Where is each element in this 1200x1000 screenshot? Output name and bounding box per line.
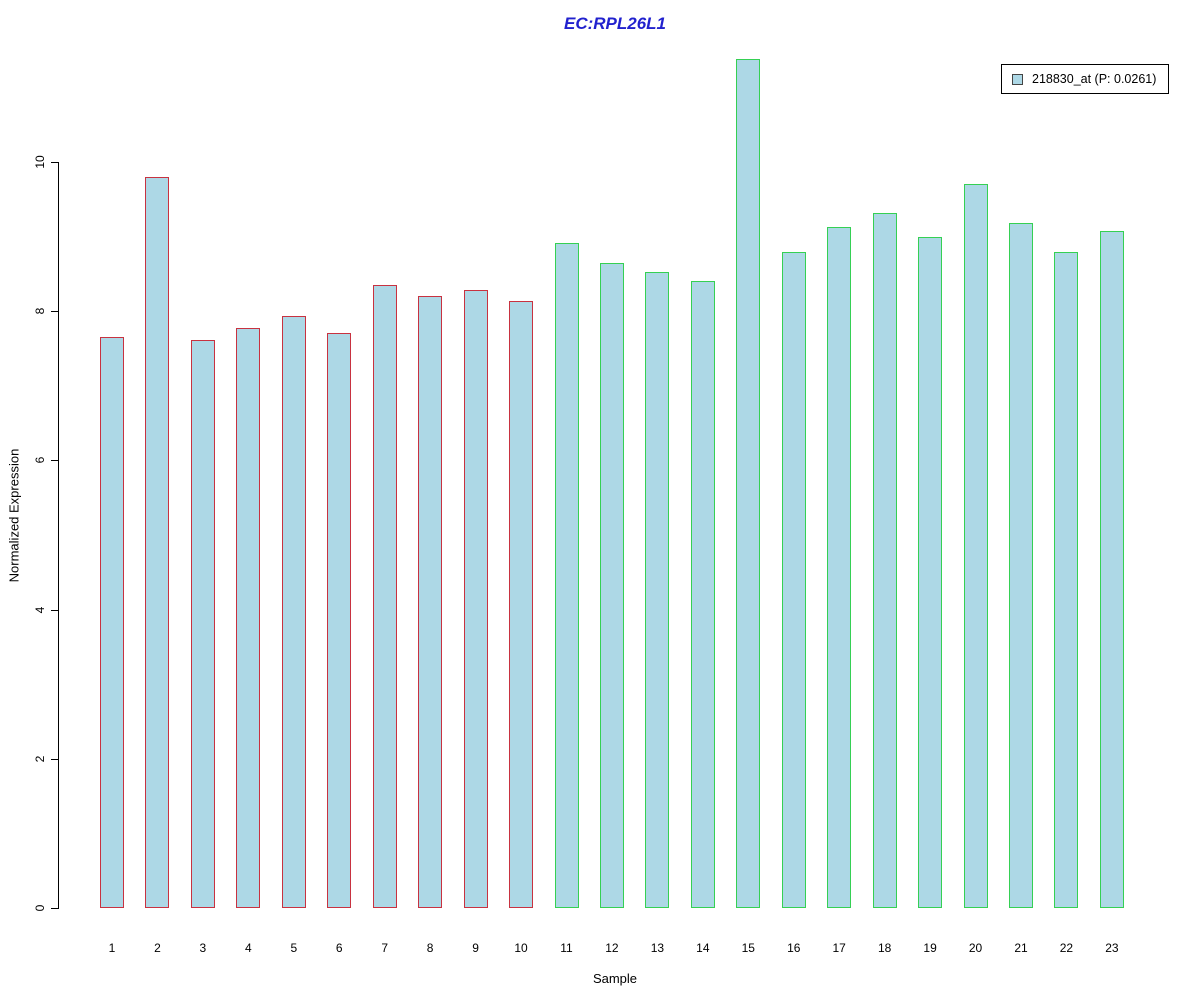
- x-tick-label: 11: [560, 941, 573, 955]
- bar-sample-16: [781, 251, 806, 908]
- x-tick-label: 13: [650, 941, 665, 955]
- x-tick-label: 22: [1059, 941, 1074, 955]
- bar-sample-21: [1009, 223, 1033, 908]
- x-tick-label: 7: [381, 941, 389, 955]
- legend: 218830_at (P: 0.0261): [1001, 64, 1170, 94]
- bar-sample-10: [509, 300, 534, 908]
- bar-sample-6: [327, 332, 352, 908]
- bar-sample-20: [963, 183, 988, 908]
- y-tick-mark: [51, 908, 58, 909]
- bar-sample-23: [1099, 231, 1124, 908]
- y-tick-label: 0: [33, 904, 47, 912]
- y-tick-label: 4: [33, 606, 47, 613]
- y-tick-label: 8: [33, 307, 47, 315]
- y-tick-mark: [51, 609, 58, 611]
- bar-sample-9: [463, 290, 488, 908]
- x-tick-label: 17: [832, 941, 846, 955]
- x-tick-label: 5: [290, 941, 298, 955]
- y-tick-mark: [51, 311, 58, 313]
- x-tick-label: 20: [968, 941, 983, 955]
- y-axis-line: [58, 162, 59, 909]
- bar-sample-19: [918, 236, 943, 908]
- x-tick-label: 6: [335, 941, 343, 955]
- bar-sample-1: [100, 336, 124, 908]
- x-tick-label: 15: [741, 941, 755, 955]
- bar-sample-3: [190, 340, 215, 908]
- bar-sample-13: [645, 272, 670, 908]
- bar-sample-2: [145, 176, 170, 908]
- x-tick-label: 14: [696, 941, 710, 955]
- x-axis-label: Sample: [592, 971, 638, 986]
- x-tick-label: 21: [1014, 941, 1028, 955]
- x-tick-label: 10: [514, 941, 528, 955]
- x-tick-label: 2: [154, 941, 161, 955]
- x-tick-label: 23: [1105, 941, 1119, 955]
- bar-sample-12: [599, 263, 624, 908]
- legend-label: 218830_at (P: 0.0261): [1032, 72, 1157, 86]
- bar-sample-18: [872, 213, 897, 908]
- y-tick-mark: [51, 460, 58, 462]
- x-tick-label: 12: [605, 941, 619, 955]
- x-tick-label: 9: [472, 941, 479, 955]
- y-tick-mark: [51, 162, 58, 163]
- bar-sample-5: [281, 316, 306, 908]
- x-tick-label: 3: [199, 941, 207, 955]
- bar-sample-14: [690, 280, 715, 908]
- y-tick-label: 10: [33, 155, 47, 169]
- x-tick-label: 16: [787, 941, 801, 955]
- bar-sample-11: [554, 243, 579, 908]
- x-tick-label: 19: [923, 941, 937, 955]
- x-tick-label: 8: [426, 941, 434, 955]
- y-tick-label: 6: [33, 457, 47, 464]
- y-tick-mark: [51, 758, 58, 760]
- x-tick-label: 1: [108, 941, 116, 955]
- legend-swatch-icon: [1012, 73, 1023, 85]
- y-tick-label: 2: [33, 755, 47, 763]
- bar-sample-8: [418, 295, 443, 908]
- y-axis-label: Normalized Expression: [6, 448, 22, 583]
- bar-sample-7: [372, 285, 397, 908]
- chart-title: EC:RPL26L1: [563, 14, 667, 33]
- bar-sample-22: [1054, 251, 1079, 908]
- x-tick-label: 4: [245, 941, 252, 955]
- x-tick-label: 18: [877, 941, 892, 955]
- bar-sample-17: [827, 226, 852, 908]
- bar-sample-4: [236, 328, 261, 908]
- bar-sample-15: [736, 59, 761, 908]
